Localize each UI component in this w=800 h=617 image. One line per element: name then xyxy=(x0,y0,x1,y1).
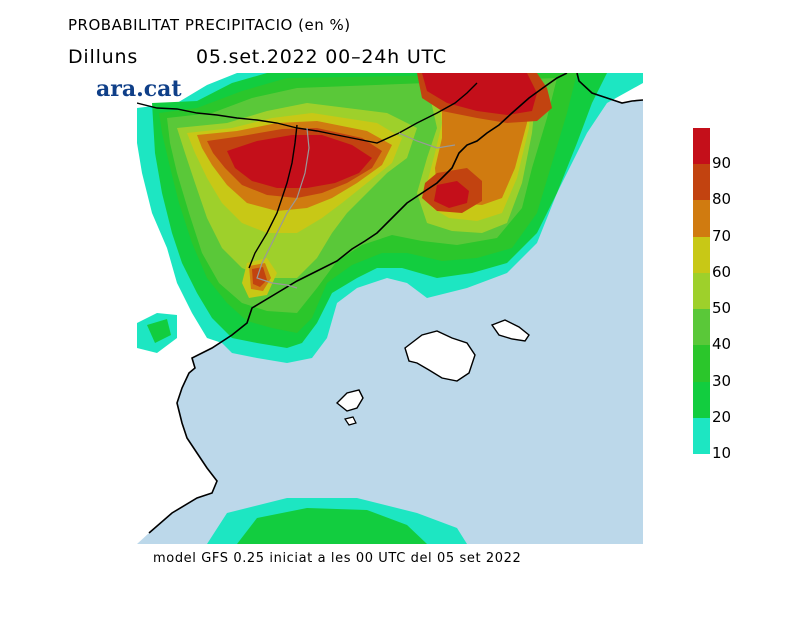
legend-swatch-70 xyxy=(693,200,710,237)
legend-tick-label: 30 xyxy=(712,371,732,390)
legend-swatch-90 xyxy=(693,128,710,165)
legend-tick-label: 40 xyxy=(712,335,732,354)
legend-swatch-30 xyxy=(693,345,710,382)
legend-swatch-80 xyxy=(693,164,710,201)
map-title: PROBABILITAT PRECIPITACIO (en %) xyxy=(68,16,351,34)
legend-swatch-20 xyxy=(693,381,710,418)
island-eivissa xyxy=(335,389,364,412)
legend-swatch-60 xyxy=(693,236,710,273)
political-borders xyxy=(137,82,478,269)
legend-swatch-40 xyxy=(693,309,710,346)
model-footnote: model GFS 0.25 iniciat a les 00 UTC del … xyxy=(153,551,522,566)
date-row: Dilluns 05.set.2022 00–24h UTC xyxy=(68,46,447,68)
valid-period: 05.set.2022 00–24h UTC xyxy=(196,46,447,68)
precipitation-probability-map xyxy=(137,73,643,544)
legend-tick-label: 80 xyxy=(712,190,732,209)
legend-colorbar xyxy=(693,128,710,454)
legend-tick-label: 50 xyxy=(712,299,732,318)
legend-tick-label: 60 xyxy=(712,262,732,281)
region-borders xyxy=(256,127,456,289)
island-formentera xyxy=(344,416,357,426)
island-menorca xyxy=(490,319,530,342)
legend-tick-label: 10 xyxy=(712,444,732,462)
day-label: Dilluns xyxy=(68,46,139,68)
coastline xyxy=(148,73,643,534)
legend-swatch-10 xyxy=(693,417,710,454)
legend-swatch-50 xyxy=(693,272,710,310)
island-mallorca xyxy=(404,330,476,382)
legend-tick-label: 20 xyxy=(712,407,732,426)
legend-tick-label: 70 xyxy=(712,226,732,245)
precip-band-90 xyxy=(227,73,537,208)
ara-cat-logo: ara.cat xyxy=(96,76,182,102)
legend-tick-label: 90 xyxy=(712,154,732,173)
